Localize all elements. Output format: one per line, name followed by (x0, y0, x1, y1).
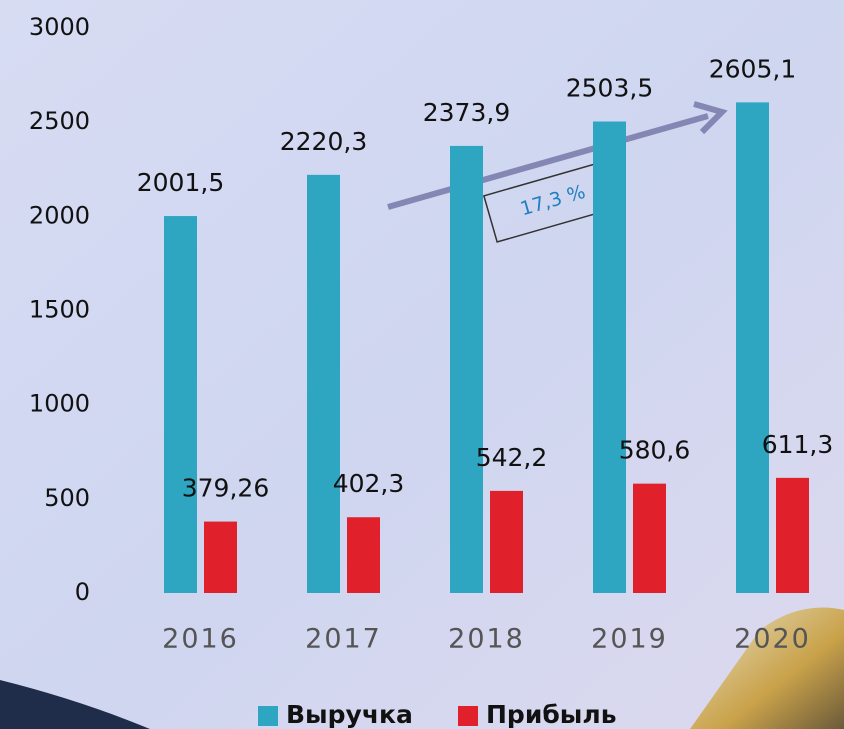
data-label: 2503,5 (566, 74, 653, 103)
legend-label: Прибыль (486, 700, 617, 729)
x-tick-label: 2019 (591, 624, 668, 655)
y-tick-label: 500 (44, 484, 90, 512)
bar (307, 174, 340, 593)
trend-arrowhead (693, 101, 728, 135)
y-tick-label: 3000 (29, 13, 90, 41)
data-label: 611,3 (762, 430, 834, 459)
trend-arrow (387, 113, 709, 210)
y-tick-label: 1000 (29, 390, 90, 418)
decor-image (690, 607, 844, 729)
bar (776, 477, 809, 593)
data-label: 542,2 (476, 443, 548, 472)
legend-swatch (258, 706, 278, 726)
y-tick-label: 1500 (29, 296, 90, 324)
data-label: 379,26 (182, 474, 269, 503)
bar (490, 490, 523, 593)
x-tick-label: 2020 (734, 624, 811, 655)
bar (633, 483, 666, 593)
data-label: 2220,3 (280, 127, 367, 156)
bar (164, 216, 197, 593)
legend-swatch (458, 706, 478, 726)
data-label: 580,6 (619, 436, 691, 465)
data-label: 2605,1 (709, 54, 796, 83)
y-tick-label: 2000 (29, 201, 90, 229)
legend-label: Выручка (286, 700, 413, 729)
data-label: 2001,5 (137, 168, 224, 197)
data-label: 402,3 (333, 469, 405, 498)
data-label: 2373,9 (423, 98, 510, 127)
bar (204, 521, 237, 593)
bar (736, 102, 769, 593)
x-tick-label: 2016 (162, 624, 239, 655)
y-tick-label: 0 (75, 578, 90, 606)
bar (347, 517, 380, 593)
bar (593, 121, 626, 593)
bar (450, 145, 483, 593)
x-tick-label: 2018 (448, 624, 525, 655)
decor-shape (0, 680, 150, 729)
y-tick-label: 2500 (29, 107, 90, 135)
x-tick-label: 2017 (305, 624, 382, 655)
